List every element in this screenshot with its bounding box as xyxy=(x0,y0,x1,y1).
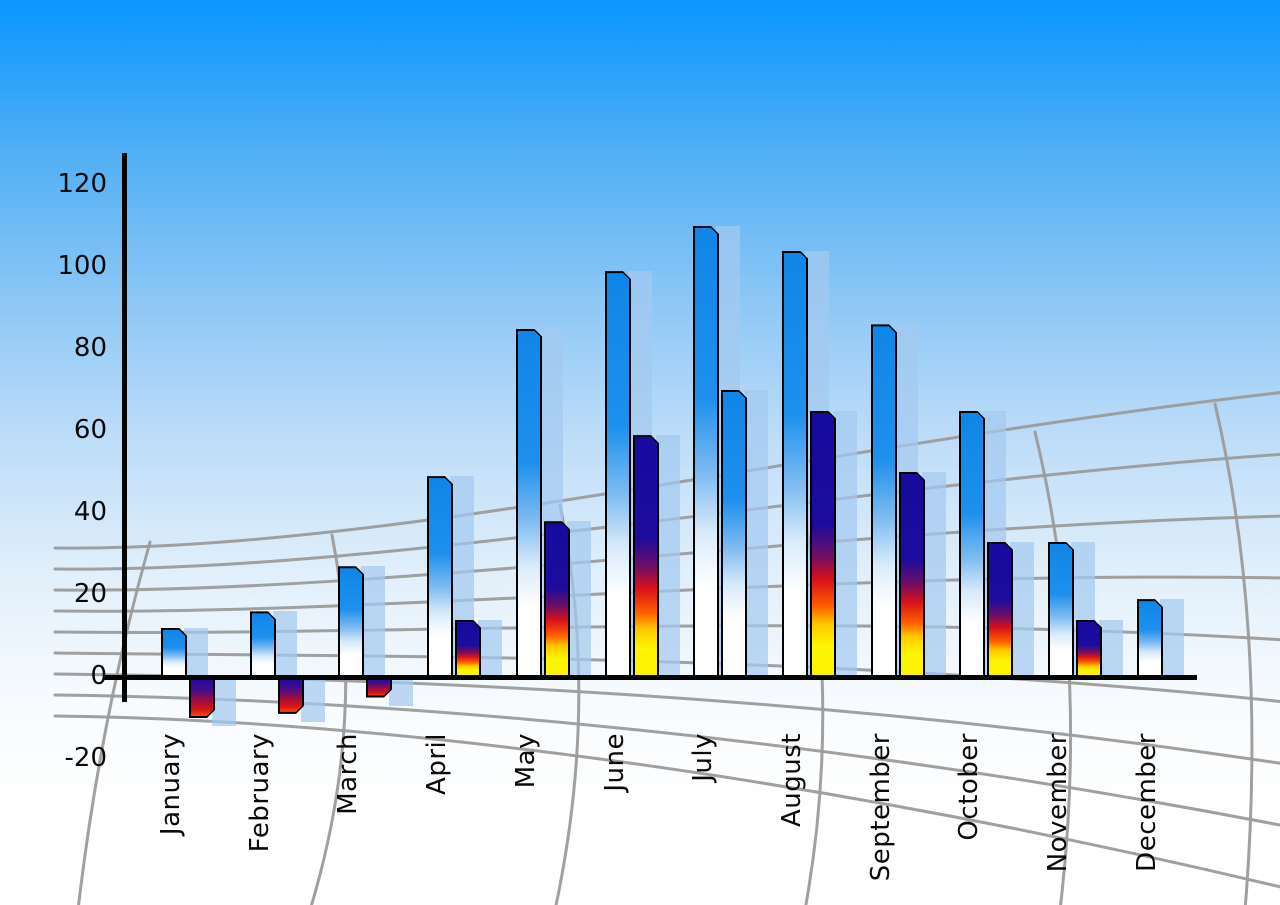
y-tick-label-20: 20 xyxy=(73,579,107,609)
bar-march-series2-echo xyxy=(389,679,413,706)
bar-may-series2-echo xyxy=(567,521,591,677)
x-tick-label-july: July xyxy=(688,733,718,782)
bar-july-series1-fill xyxy=(695,228,717,677)
bar-august-series1-fill xyxy=(784,253,806,677)
y-tick-label-60: 60 xyxy=(73,415,107,445)
x-tick-label-february: February xyxy=(245,733,275,853)
bar-april-series2-echo xyxy=(478,619,502,677)
bar-march-series2-fill xyxy=(368,677,390,696)
x-tick-label-june: June xyxy=(600,733,630,792)
x-tick-label-october: October xyxy=(954,733,984,841)
bar-may-series2-fill xyxy=(546,523,568,677)
bar-december-series1 xyxy=(1137,599,1163,677)
bar-may-series2 xyxy=(544,521,570,677)
bar-september-series2-fill xyxy=(901,474,923,677)
bar-may-series1-fill xyxy=(518,331,540,678)
bar-september-series2-echo xyxy=(922,472,946,677)
bar-july-series2 xyxy=(721,390,747,677)
x-tick-label-august: August xyxy=(777,733,807,827)
x-tick-label-january: January xyxy=(156,733,186,836)
bar-march-series1-echo xyxy=(361,566,385,677)
bar-february-series1-fill xyxy=(252,613,274,677)
bar-january-series2-fill xyxy=(191,677,213,716)
bar-october-series2-echo xyxy=(1010,541,1034,677)
bar-april-series2 xyxy=(455,620,481,677)
bar-june-series1 xyxy=(605,271,631,677)
bar-september-series1-fill xyxy=(873,326,895,677)
bar-november-series2-echo xyxy=(1099,619,1123,677)
bar-february-series2 xyxy=(278,677,304,714)
bar-february-series1-echo xyxy=(273,611,297,677)
bar-august-series2-fill xyxy=(812,413,834,678)
bar-september-series1 xyxy=(871,324,897,677)
zero-baseline xyxy=(103,675,1197,680)
bar-june-series2-fill xyxy=(635,437,657,677)
bar-january-series1-fill xyxy=(163,630,185,677)
y-tick-label-80: 80 xyxy=(73,333,107,363)
bar-march-series1 xyxy=(338,566,364,677)
x-tick-label-december: December xyxy=(1132,733,1162,872)
bar-february-series2-echo xyxy=(301,679,325,722)
bar-february-series1 xyxy=(250,611,276,677)
x-tick-label-september: September xyxy=(866,733,896,882)
bar-august-series2 xyxy=(810,411,836,678)
bar-january-series1-echo xyxy=(184,627,208,677)
bar-october-series2 xyxy=(987,542,1013,677)
bar-november-series1-fill xyxy=(1050,544,1072,677)
bar-july-series2-echo xyxy=(744,390,768,677)
bar-october-series1 xyxy=(959,411,985,678)
bar-april-series1 xyxy=(427,476,453,677)
y-tick-label-100: 100 xyxy=(57,251,107,281)
x-tick-label-november: November xyxy=(1043,733,1073,873)
bar-july-series2-fill xyxy=(723,392,745,677)
bar-november-series2-fill xyxy=(1078,622,1100,677)
bar-june-series2-echo xyxy=(656,435,680,677)
bar-august-series1 xyxy=(782,251,808,677)
y-tick-label-0: 0 xyxy=(90,661,107,691)
x-tick-label-may: May xyxy=(511,733,541,789)
bar-march-series1-fill xyxy=(340,568,362,677)
bar-september-series2 xyxy=(899,472,925,677)
bar-november-series2 xyxy=(1076,620,1102,677)
bar-april-series1-fill xyxy=(429,478,451,677)
y-tick-label--20: -20 xyxy=(64,743,107,773)
bar-november-series1 xyxy=(1048,542,1074,677)
bar-march-series2 xyxy=(366,677,392,698)
bar-january-series2-echo xyxy=(212,679,236,726)
bar-october-series2-fill xyxy=(989,544,1011,677)
bar-july-series1 xyxy=(693,226,719,677)
x-tick-label-april: April xyxy=(422,733,452,795)
bar-january-series2 xyxy=(189,677,215,718)
y-axis-line xyxy=(122,153,127,702)
bar-january-series1 xyxy=(161,628,187,677)
y-tick-label-40: 40 xyxy=(73,497,107,527)
bar-june-series2 xyxy=(633,435,659,677)
bar-december-series1-echo xyxy=(1160,599,1184,677)
y-tick-label-120: 120 xyxy=(57,169,107,199)
bar-june-series1-fill xyxy=(607,273,629,677)
bar-may-series1 xyxy=(516,329,542,678)
bar-february-series2-fill xyxy=(280,677,302,712)
bar-october-series1-fill xyxy=(961,413,983,678)
bar-april-series2-fill xyxy=(457,622,479,677)
x-tick-label-march: March xyxy=(333,733,363,815)
bar-december-series1-fill xyxy=(1139,601,1161,677)
bar-august-series2-echo xyxy=(833,410,857,677)
